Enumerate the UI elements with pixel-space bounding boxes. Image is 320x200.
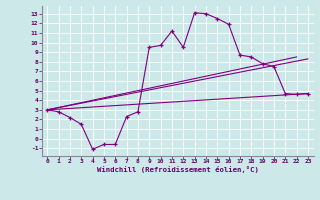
X-axis label: Windchill (Refroidissement éolien,°C): Windchill (Refroidissement éolien,°C) [97,166,259,173]
